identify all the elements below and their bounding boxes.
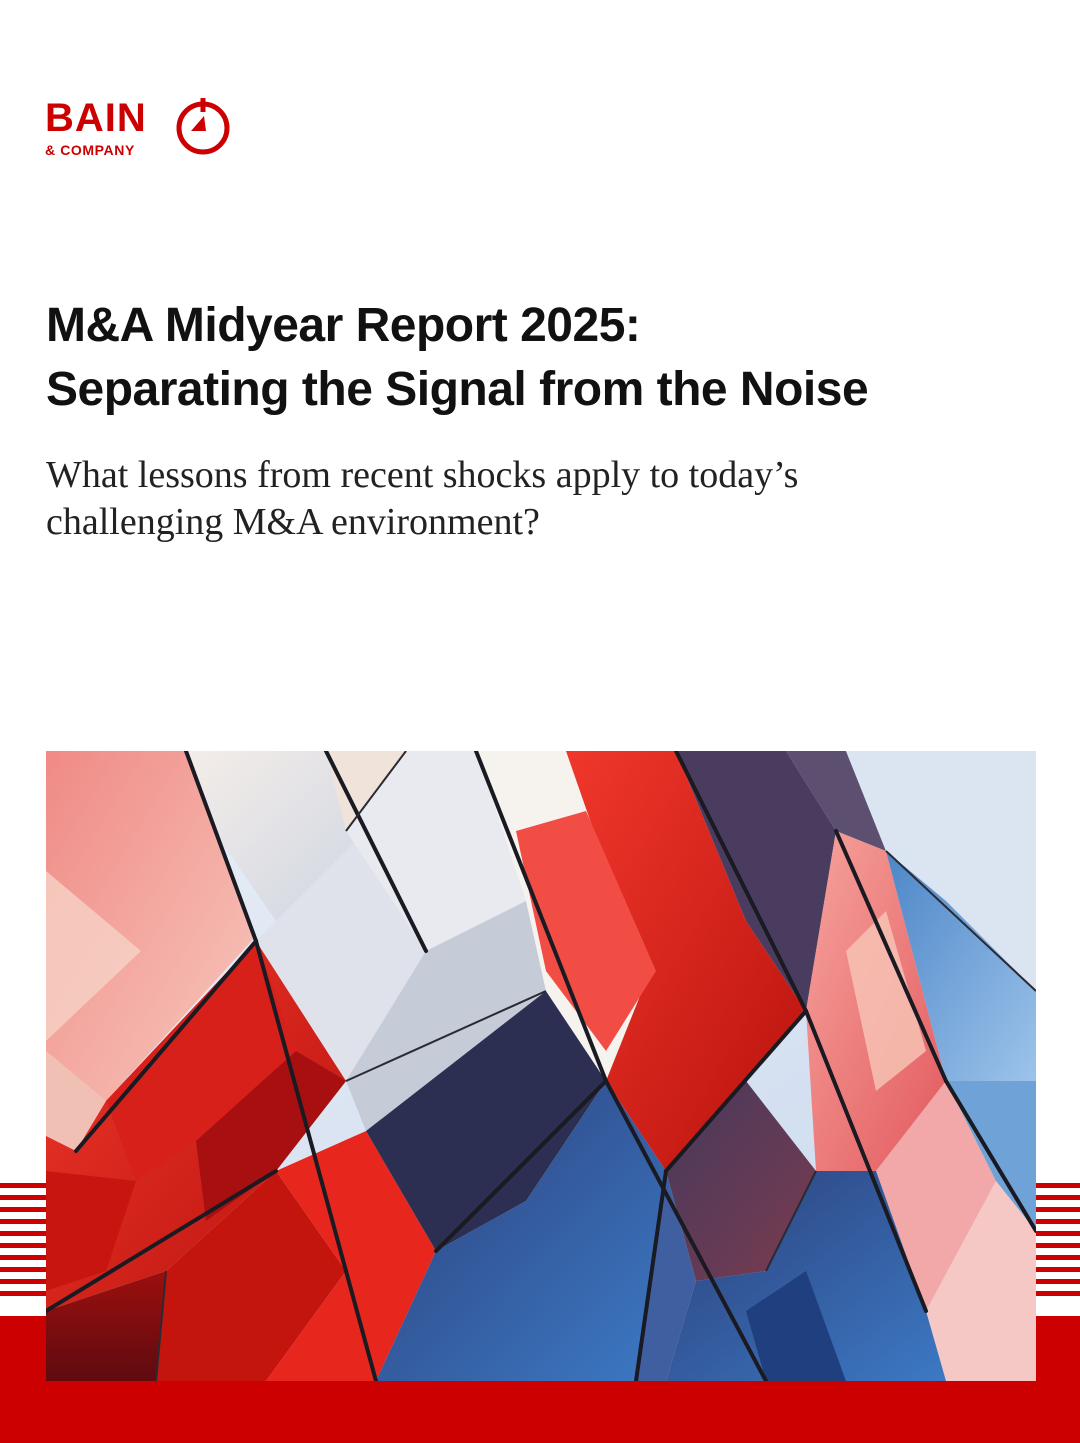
bain-logo: BAIN & COMPANY xyxy=(45,98,245,162)
glass-facade-image xyxy=(46,751,1036,1381)
subtitle-line-1: What lessons from recent shocks apply to… xyxy=(46,454,799,496)
report-title: M&A Midyear Report 2025: Separating the … xyxy=(46,294,1046,422)
subtitle-line-2: challenging M&A environment? xyxy=(46,501,540,543)
title-line-1: M&A Midyear Report 2025: xyxy=(46,299,641,352)
title-line-2: Separating the Signal from the Noise xyxy=(46,363,869,416)
decorative-stripes-right xyxy=(1036,1183,1080,1303)
logo-subtitle: & COMPANY xyxy=(45,142,135,158)
decorative-stripes-left xyxy=(0,1183,46,1303)
bain-compass-icon xyxy=(176,98,230,155)
logo-wordmark: BAIN xyxy=(45,96,147,140)
report-subtitle: What lessons from recent shocks apply to… xyxy=(46,452,1046,546)
